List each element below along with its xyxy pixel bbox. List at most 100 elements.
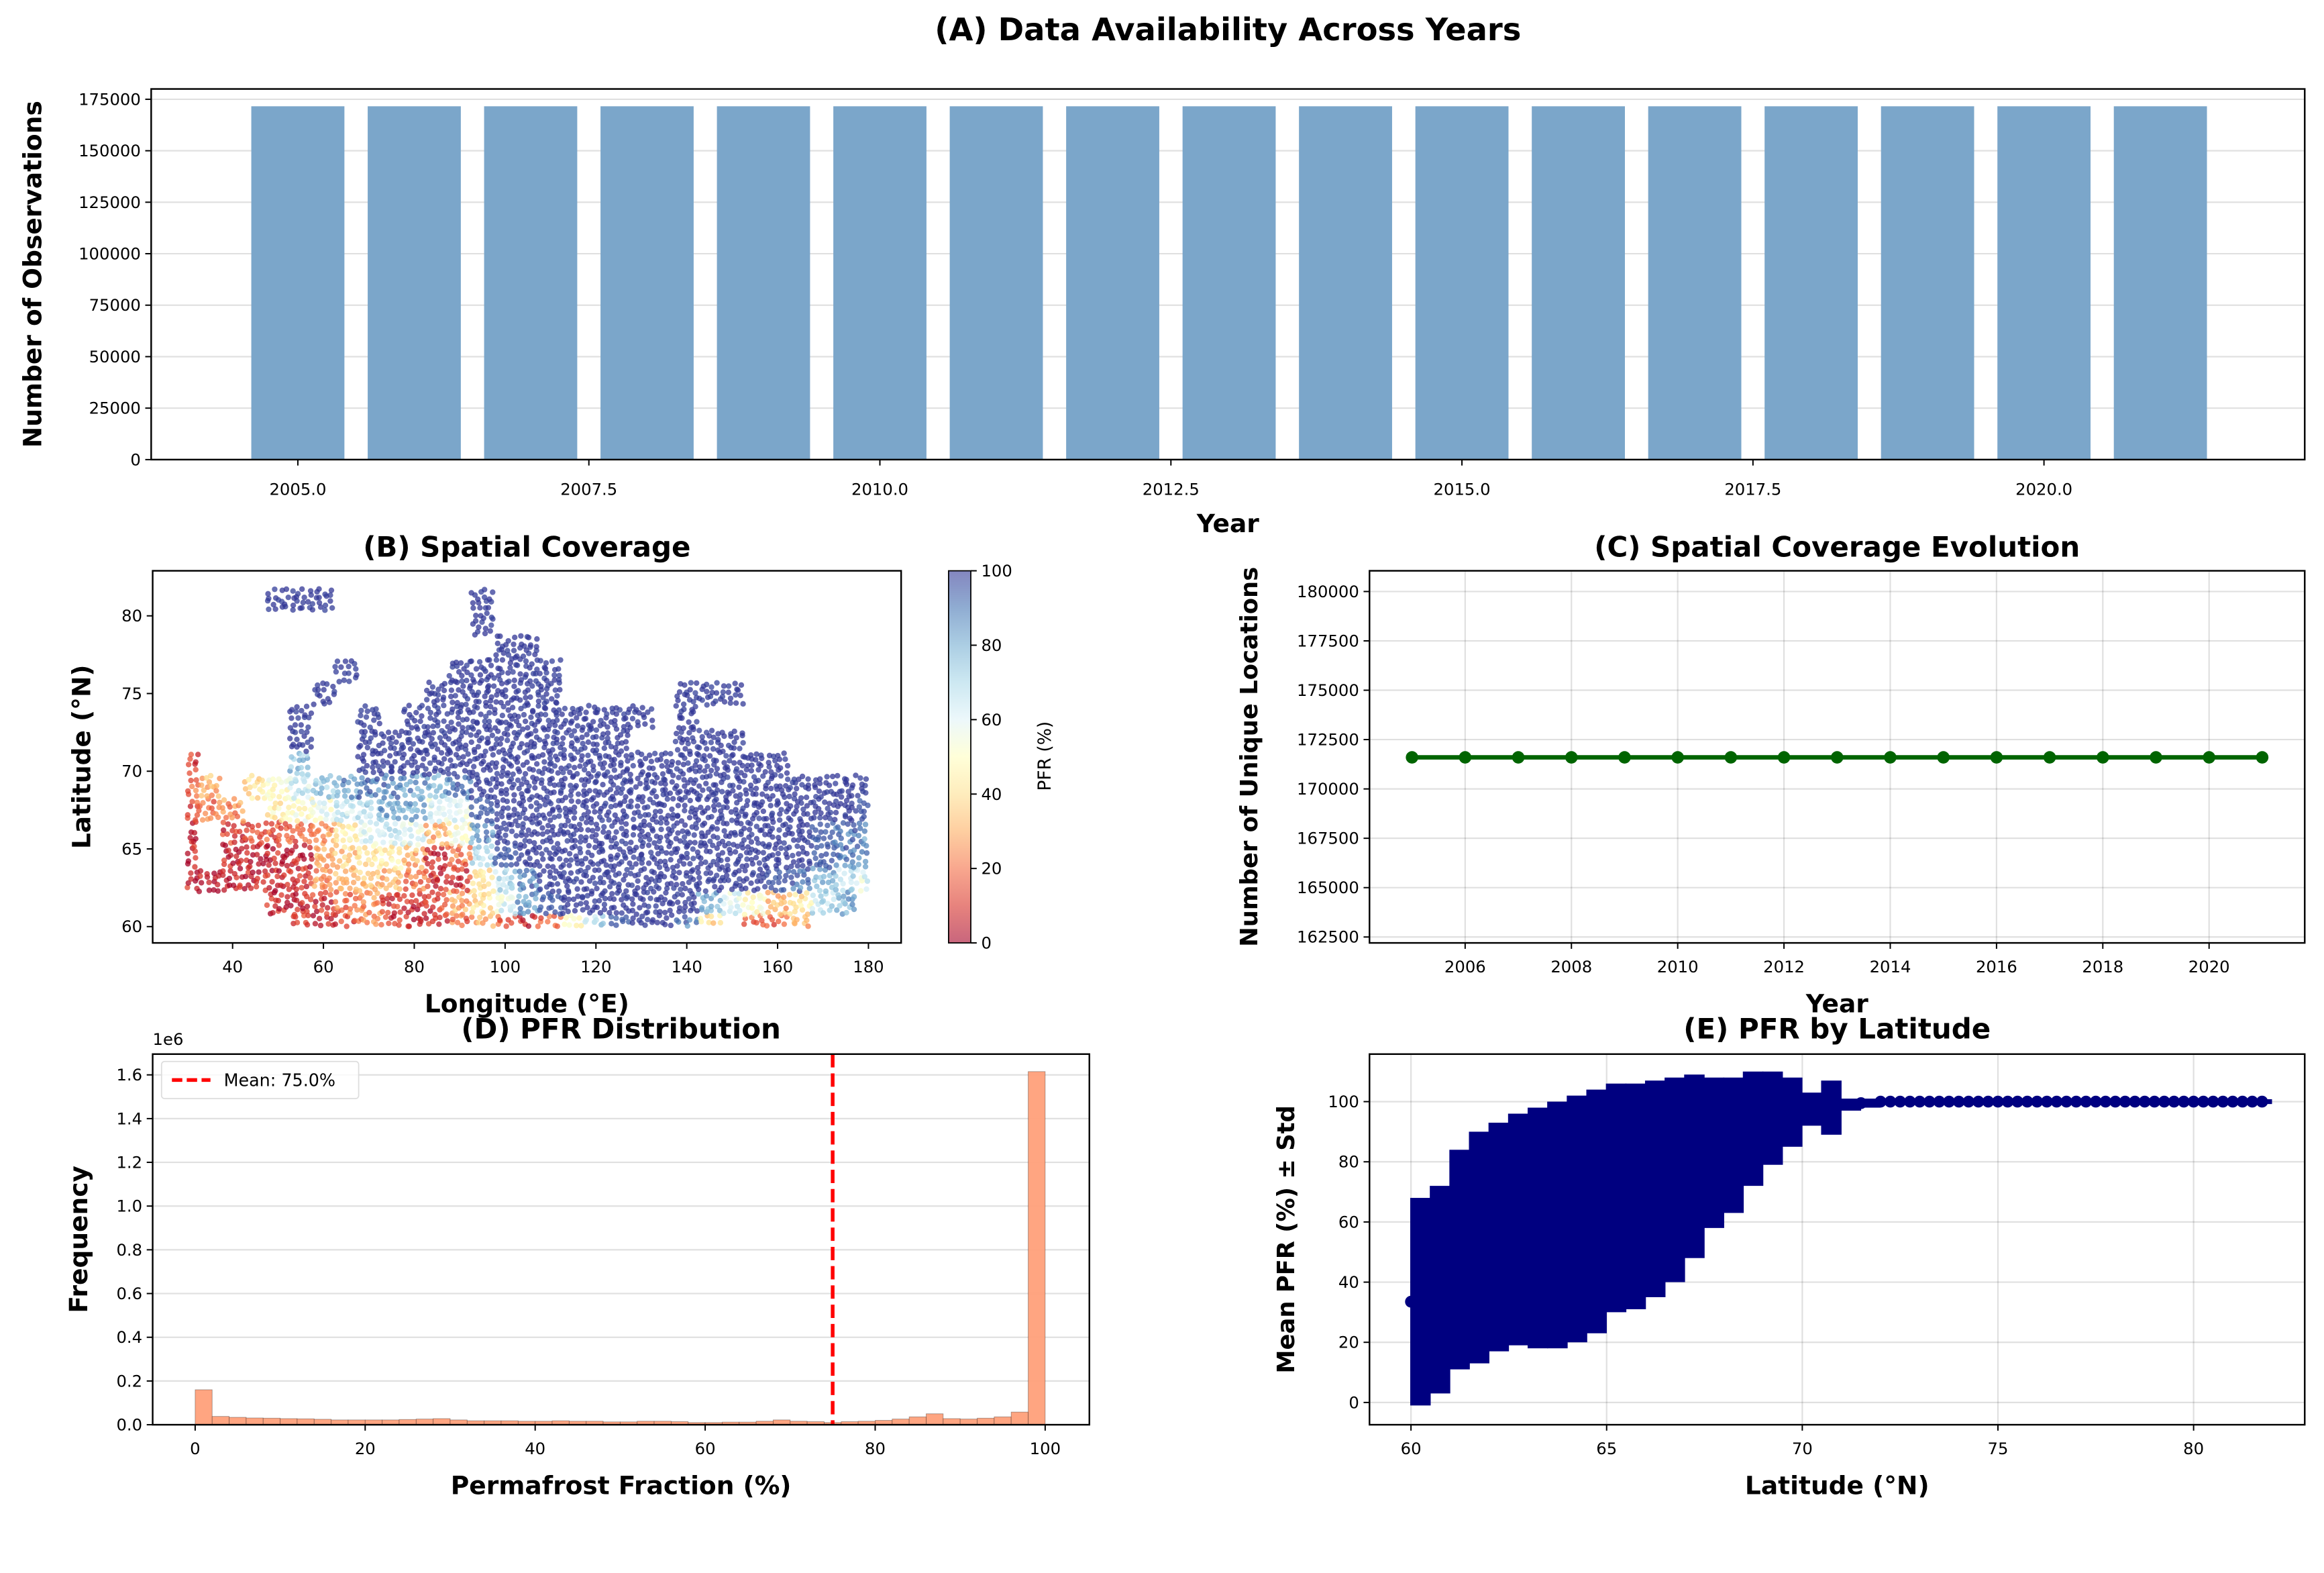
scatter-point [474,772,480,778]
scatter-point [281,872,287,878]
scatter-point [333,668,339,675]
scatter-point [675,760,682,766]
scatter-point [299,884,305,891]
scatter-point [804,917,810,923]
scatter-point [460,789,466,795]
scatter-point [528,714,534,721]
scatter-point [606,829,612,836]
scatter-point [266,606,272,613]
scatter-point [215,793,221,799]
scatter-point [382,914,389,920]
scatter-point [790,852,796,859]
data-point [2168,1095,2180,1108]
scatter-point [513,850,519,856]
scatter-point [731,728,737,735]
scatter-point [625,894,631,900]
scatter-point [842,812,849,818]
scatter-point [719,729,725,735]
scatter-point [328,899,335,905]
scatter-point [633,784,639,790]
scatter-point [487,628,493,634]
scatter-point [661,874,668,880]
scatter-point [460,683,466,689]
scatter-point [662,750,669,756]
scatter-point [695,869,701,876]
y-tick-label: 172500 [1297,730,1359,750]
scatter-point [471,893,478,899]
scatter-point [731,842,737,848]
scatter-point [788,803,794,809]
scatter-point [676,905,683,911]
scatter-point [836,866,842,872]
scatter-point [556,813,562,819]
scatter-point [641,818,647,825]
scatter-point [583,917,590,923]
scatter-point [460,754,466,760]
scatter-point [571,815,578,821]
scatter-point [492,707,498,713]
scatter-point [748,752,754,758]
scatter-point [498,719,505,725]
scatter-point [755,840,761,846]
scatter-point [451,864,458,870]
histogram-bar [943,1418,961,1425]
scatter-point [758,905,764,911]
scatter-point [829,903,835,909]
scatter-point [307,844,313,851]
scatter-point [573,853,579,860]
scatter-point [372,792,378,798]
scatter-point [788,817,794,823]
scatter-point [562,705,568,711]
scatter-point [433,883,439,889]
scatter-point [470,709,476,715]
scatter-point [613,744,619,751]
scatter-point [490,888,496,895]
scatter-point [668,880,674,886]
y-axis-label: Number of Observations [18,101,48,448]
scatter-point [378,731,385,738]
scatter-point [447,802,453,809]
scatter-point [829,829,835,835]
scatter-point [369,861,375,868]
scatter-point [523,695,529,701]
scatter-point [425,893,432,899]
scatter-point [264,850,270,856]
scatter-point [293,897,300,903]
scatter-point [412,801,419,807]
scatter-point [276,776,282,782]
scatter-point [213,788,219,794]
scatter-point [459,702,465,708]
scatter-point [668,850,675,856]
scatter-point [717,919,724,926]
scatter-point [728,904,734,911]
y-tick-label: 180000 [1297,582,1359,601]
scatter-point [326,875,332,881]
scatter-point [629,920,635,926]
scatter-point [480,789,487,795]
scatter-point [406,730,412,736]
scatter-point [714,680,720,686]
scatter-point [454,913,460,919]
y-tick-label: 75000 [89,295,141,315]
scatter-point [811,850,817,856]
scatter-point [533,882,539,889]
scatter-point [735,776,741,782]
data-point [2236,1095,2249,1108]
scatter-point [313,899,319,905]
scatter-point [574,770,580,777]
scatter-point [260,860,266,867]
scatter-point [623,739,629,745]
scatter-point [476,919,482,925]
scatter-point [568,792,574,799]
scatter-point [645,860,652,866]
scatter-point [389,895,395,902]
scatter-point [515,713,521,719]
scatter-point [619,786,625,792]
scatter-point [523,894,529,900]
scatter-point [808,843,814,849]
scatter-point [429,800,435,806]
scatter-point [317,922,324,929]
scatter-point [710,920,717,926]
scatter-point [651,870,657,876]
y-tick-label: 0.6 [116,1284,142,1303]
